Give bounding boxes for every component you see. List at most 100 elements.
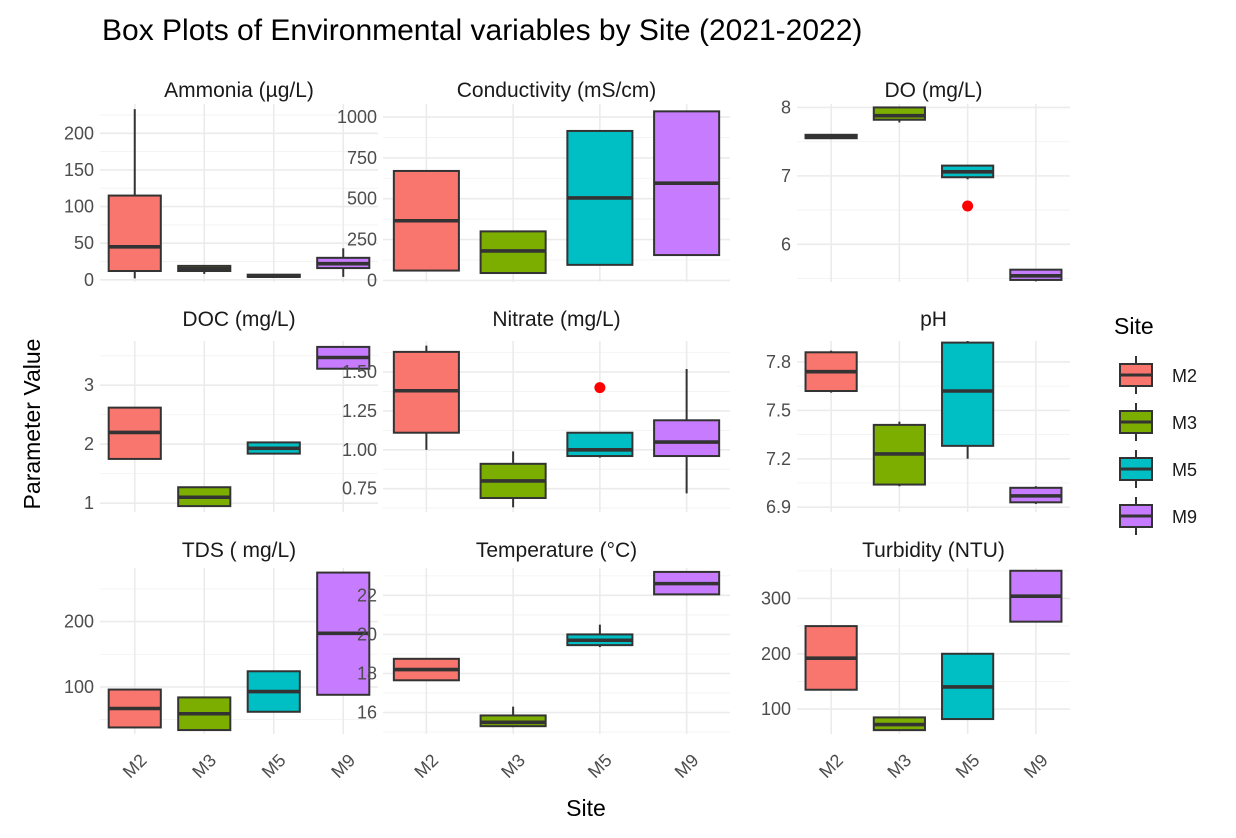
facet-panel: Turbidity (NTU) 100 200 300 M2 M3 M5 M9 xyxy=(761,539,1070,782)
x-tick-label: M9 xyxy=(327,750,359,782)
box-body xyxy=(107,194,162,273)
box-m2 xyxy=(107,406,162,460)
facet-title: Nitrate (mg/L) xyxy=(492,308,620,331)
box-body xyxy=(872,106,926,121)
box-m5 xyxy=(566,624,634,648)
x-tick-label: M5 xyxy=(258,750,290,782)
y-tick-label: 100 xyxy=(64,677,94,697)
box-m9 xyxy=(316,248,371,277)
y-tick-label: 200 xyxy=(761,644,791,664)
outlier-point xyxy=(594,382,606,394)
y-tick-label: 1.50 xyxy=(342,362,377,382)
box-m9 xyxy=(1009,268,1063,282)
y-tick-label: 1 xyxy=(84,493,94,513)
facet-title: TDS ( mg/L) xyxy=(182,539,296,562)
facet-panel: pH 6.9 7.2 7.5 7.8 xyxy=(766,308,1070,517)
y-tick-label: 7 xyxy=(781,166,791,186)
y-tick-label: 16 xyxy=(357,703,377,723)
box-m5 xyxy=(941,652,995,721)
x-axis-title: Site xyxy=(566,795,606,821)
box-m3 xyxy=(872,106,926,123)
box-m2 xyxy=(392,345,460,450)
box-m5 xyxy=(941,341,995,459)
x-tick-label: M2 xyxy=(119,750,151,782)
y-tick-label: 250 xyxy=(347,230,377,250)
legend-label: M3 xyxy=(1172,413,1197,433)
y-tick-label: 0 xyxy=(84,270,94,290)
box-m9 xyxy=(1009,569,1063,623)
facet-panel: Conductivity (mS/cm) 0 250 500 750 1000 xyxy=(337,79,730,290)
facet-panel: TDS ( mg/L) 100 200 M2 M3 M5 M9 xyxy=(64,539,378,782)
box-m5 xyxy=(246,441,301,455)
box-m2 xyxy=(804,350,858,393)
box-m9 xyxy=(653,368,721,494)
y-tick-label: 50 xyxy=(74,233,94,253)
box-m2 xyxy=(804,625,858,691)
chart-title: Box Plots of Environmental variables by … xyxy=(102,14,862,47)
y-tick-label: 2 xyxy=(84,434,94,454)
legend-label: M9 xyxy=(1172,507,1197,527)
facet-panel: DOC (mg/L) 1 2 3 xyxy=(84,308,378,513)
y-tick-label: 150 xyxy=(64,160,94,180)
y-tick-label: 500 xyxy=(347,189,377,209)
box-m3 xyxy=(479,230,547,275)
x-tick-label: M5 xyxy=(584,750,616,782)
box-m3 xyxy=(177,264,232,274)
box-body xyxy=(941,341,995,447)
facet-panel: Temperature (°C) 16 18 20 22 M2 M3 M5 M9 xyxy=(357,539,730,782)
box-m2 xyxy=(392,169,460,272)
box-m3 xyxy=(479,706,547,728)
legend-title: Site xyxy=(1114,313,1154,339)
y-tick-label: 750 xyxy=(347,148,377,168)
box-m5 xyxy=(246,670,301,713)
y-tick-label: 3 xyxy=(84,375,94,395)
legend-label: M2 xyxy=(1172,366,1197,386)
y-tick-label: 7.5 xyxy=(766,400,791,420)
y-tick-label: 0 xyxy=(367,270,377,290)
y-tick-label: 8 xyxy=(781,97,791,117)
box-m5 xyxy=(566,129,634,266)
y-tick-label: 1.25 xyxy=(342,401,377,421)
facet-title: pH xyxy=(920,308,947,331)
x-tick-label: M9 xyxy=(1020,750,1052,782)
y-tick-label: 1.00 xyxy=(342,440,377,460)
y-tick-label: 7.2 xyxy=(766,449,791,469)
x-tick-label: M5 xyxy=(952,750,984,782)
box-m3 xyxy=(872,716,926,732)
x-tick-label: M9 xyxy=(671,750,703,782)
y-tick-label: 6 xyxy=(781,234,791,254)
x-tick-label: M3 xyxy=(497,750,529,782)
legend-entry: M3 xyxy=(1119,403,1197,441)
box-m3 xyxy=(177,696,232,732)
y-tick-label: 100 xyxy=(761,699,791,719)
y-tick-label: 1000 xyxy=(337,107,377,127)
y-tick-label: 7.8 xyxy=(766,352,791,372)
box-m2 xyxy=(804,133,858,140)
box-m2 xyxy=(392,657,460,682)
box-m9 xyxy=(653,570,721,596)
legend-entry: M5 xyxy=(1119,450,1197,488)
outlier-point xyxy=(962,200,974,212)
facet-title: DOC (mg/L) xyxy=(182,308,295,331)
facet-title: Temperature (°C) xyxy=(476,539,637,562)
y-tick-label: 0.75 xyxy=(342,479,377,499)
box-m3 xyxy=(479,451,547,508)
box-body xyxy=(566,431,634,458)
facet-title: Turbidity (NTU) xyxy=(862,539,1005,562)
y-tick-label: 200 xyxy=(64,123,94,143)
facet-title: Ammonia (µg/L) xyxy=(164,79,314,102)
box-m9 xyxy=(316,345,371,370)
legend-entry: M9 xyxy=(1119,497,1197,535)
y-tick-label: 100 xyxy=(64,197,94,217)
box-m5 xyxy=(246,273,301,278)
box-m3 xyxy=(177,486,232,508)
box-body xyxy=(653,419,721,458)
box-m2 xyxy=(107,688,162,729)
y-tick-label: 18 xyxy=(357,663,377,683)
y-tick-label: 300 xyxy=(761,588,791,608)
box-m5 xyxy=(941,164,995,180)
x-tick-label: M3 xyxy=(883,750,915,782)
y-tick-label: 200 xyxy=(64,612,94,632)
legend-label: M5 xyxy=(1172,460,1197,480)
box-m9 xyxy=(1009,486,1063,504)
